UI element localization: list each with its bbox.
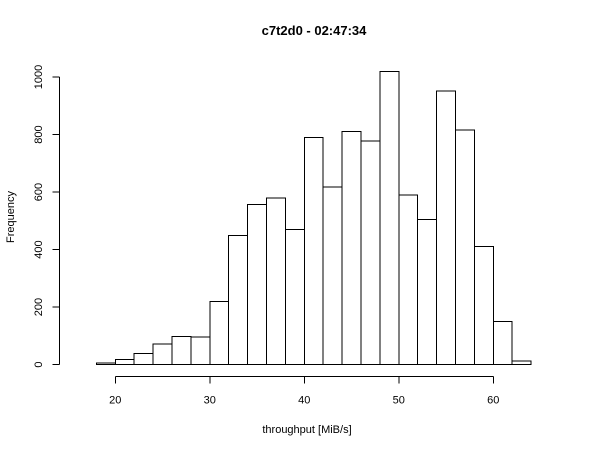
histogram-bar-52-54 (417, 218, 438, 365)
x-axis: 20 30 40 50 60 (109, 376, 499, 407)
histogram-bar-26-28 (171, 335, 192, 366)
histogram-bar-44-46 (341, 131, 362, 365)
x-tick-label-60: 60 (487, 395, 499, 407)
histogram-bar-54-56 (436, 90, 457, 366)
histogram-bar-22-24 (133, 353, 154, 366)
histogram-bar-40-42 (303, 136, 324, 365)
x-tick-label-50: 50 (393, 395, 405, 407)
histogram-bar-48-50 (379, 70, 400, 365)
histogram-bar-38-40 (284, 228, 305, 365)
histogram-bar-20-22 (114, 358, 135, 366)
histogram-bar-28-30 (190, 336, 211, 365)
histogram-bar-46-48 (360, 140, 381, 365)
y-axis-label: Frequency (5, 191, 17, 243)
y-tick-label-200: 200 (33, 298, 45, 316)
histogram-bar-18-20 (95, 362, 116, 365)
y-tick-label-800: 800 (33, 125, 45, 143)
histogram-bar-62-64 (511, 360, 532, 365)
histogram-bar-32-34 (228, 235, 249, 365)
x-axis-label: throughput [MiB/s] (262, 424, 351, 436)
histogram-bar-24-26 (152, 343, 173, 365)
histogram-bar-56-58 (455, 129, 475, 365)
histogram-bar-60-62 (492, 320, 513, 365)
x-tick-label-20: 20 (109, 395, 121, 407)
histogram-bar-34-36 (247, 203, 268, 365)
y-tick-label-600: 600 (33, 183, 45, 201)
y-tick-label-1000: 1000 (33, 65, 45, 89)
y-tick-label-0: 0 (33, 361, 45, 367)
chart-title: c7t2d0 - 02:47:34 (262, 23, 368, 38)
histogram-bar-30-32 (209, 300, 230, 365)
histogram-bar-36-38 (266, 197, 286, 365)
y-tick-label-400: 400 (33, 240, 45, 258)
histogram-bar-42-44 (322, 186, 343, 365)
y-axis: 0 200 400 600 800 1000 (33, 65, 60, 368)
x-tick-label-30: 30 (204, 395, 216, 407)
histogram-bar-50-52 (398, 194, 419, 365)
bars-group (95, 70, 532, 366)
x-tick-label-40: 40 (298, 395, 310, 407)
histogram-bar-58-60 (473, 246, 494, 365)
